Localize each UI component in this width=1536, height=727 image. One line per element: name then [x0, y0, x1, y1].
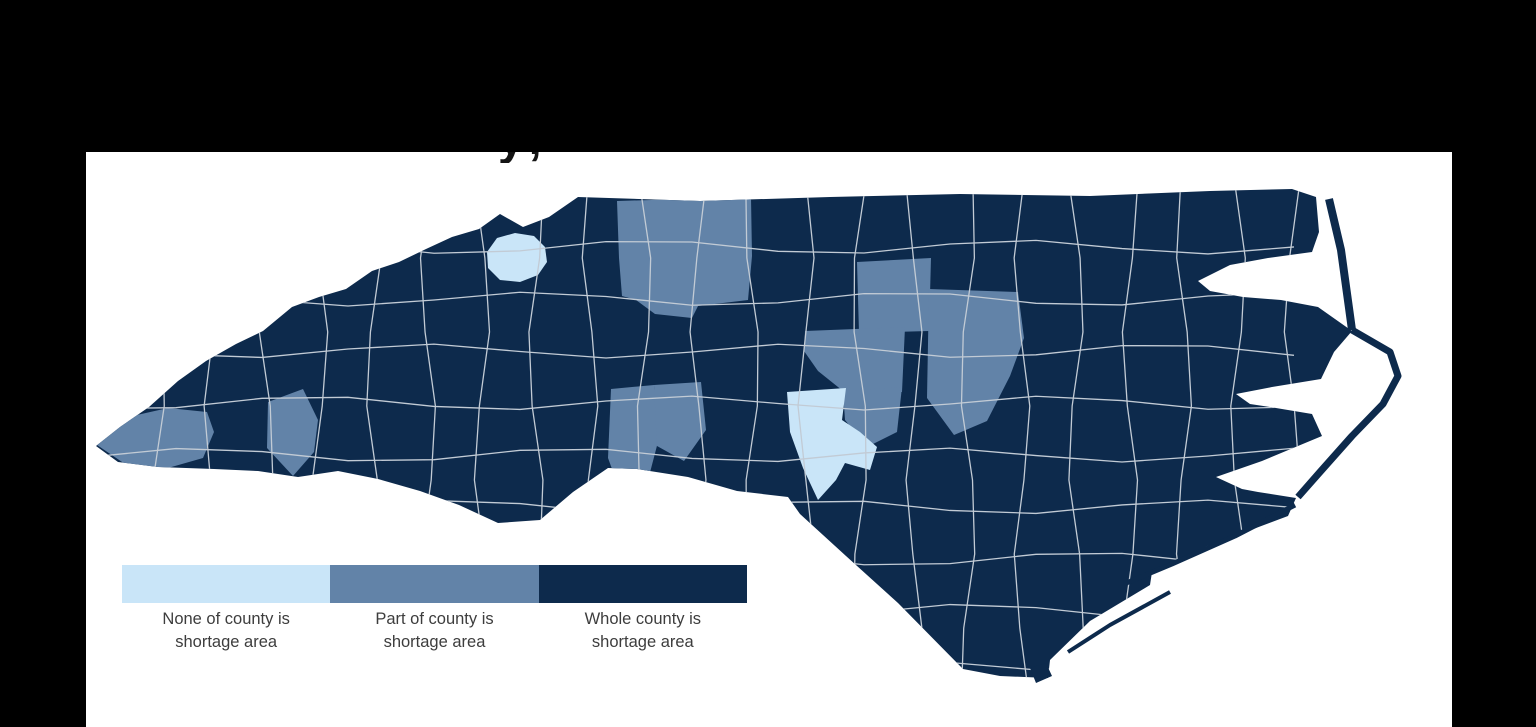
legend-label-none-line1: None of county is: [162, 610, 290, 628]
county-patch-none: [787, 388, 877, 500]
county-patch-part: [608, 385, 659, 502]
outer-banks-strip: [1325, 198, 1356, 331]
legend-swatch-part: [330, 565, 539, 603]
legend-label-whole: Whole county is shortage area: [539, 608, 747, 654]
legend-label-none: None of county is shortage area: [122, 608, 330, 654]
state-base-whole-shortage: [96, 189, 1352, 678]
legend-label-part-line1: Part of county is: [375, 610, 494, 628]
legend-label-part-line2: shortage area: [383, 633, 486, 651]
legend-label-whole-line1: Whole county is: [584, 610, 702, 628]
county-patch-part: [267, 389, 318, 476]
coastal-island: [1030, 663, 1052, 683]
legend-swatch-none: [122, 565, 331, 603]
county-patch-none: [487, 233, 547, 282]
legend-labels: None of county is shortage area Part of …: [122, 608, 747, 654]
county-patch-part: [654, 382, 706, 461]
county-patch-part: [857, 258, 931, 333]
legend-label-whole-line2: shortage area: [591, 633, 694, 651]
county-patch-part: [927, 289, 1024, 435]
legend-color-bar: [122, 565, 747, 603]
outer-banks-strip: [1123, 502, 1297, 587]
legend-swatch-whole: [538, 565, 747, 603]
page-title-fragment: y,: [498, 152, 608, 163]
county-patch-part: [804, 327, 905, 392]
legend-label-none-line2: shortage area: [175, 633, 278, 651]
outer-banks-strip: [1066, 590, 1171, 654]
outer-banks-strip: [1295, 326, 1402, 500]
legend-label-part: Part of county is shortage area: [330, 608, 538, 654]
page-title-fragment-text: y,: [498, 152, 608, 161]
county-patch-part: [617, 197, 752, 318]
